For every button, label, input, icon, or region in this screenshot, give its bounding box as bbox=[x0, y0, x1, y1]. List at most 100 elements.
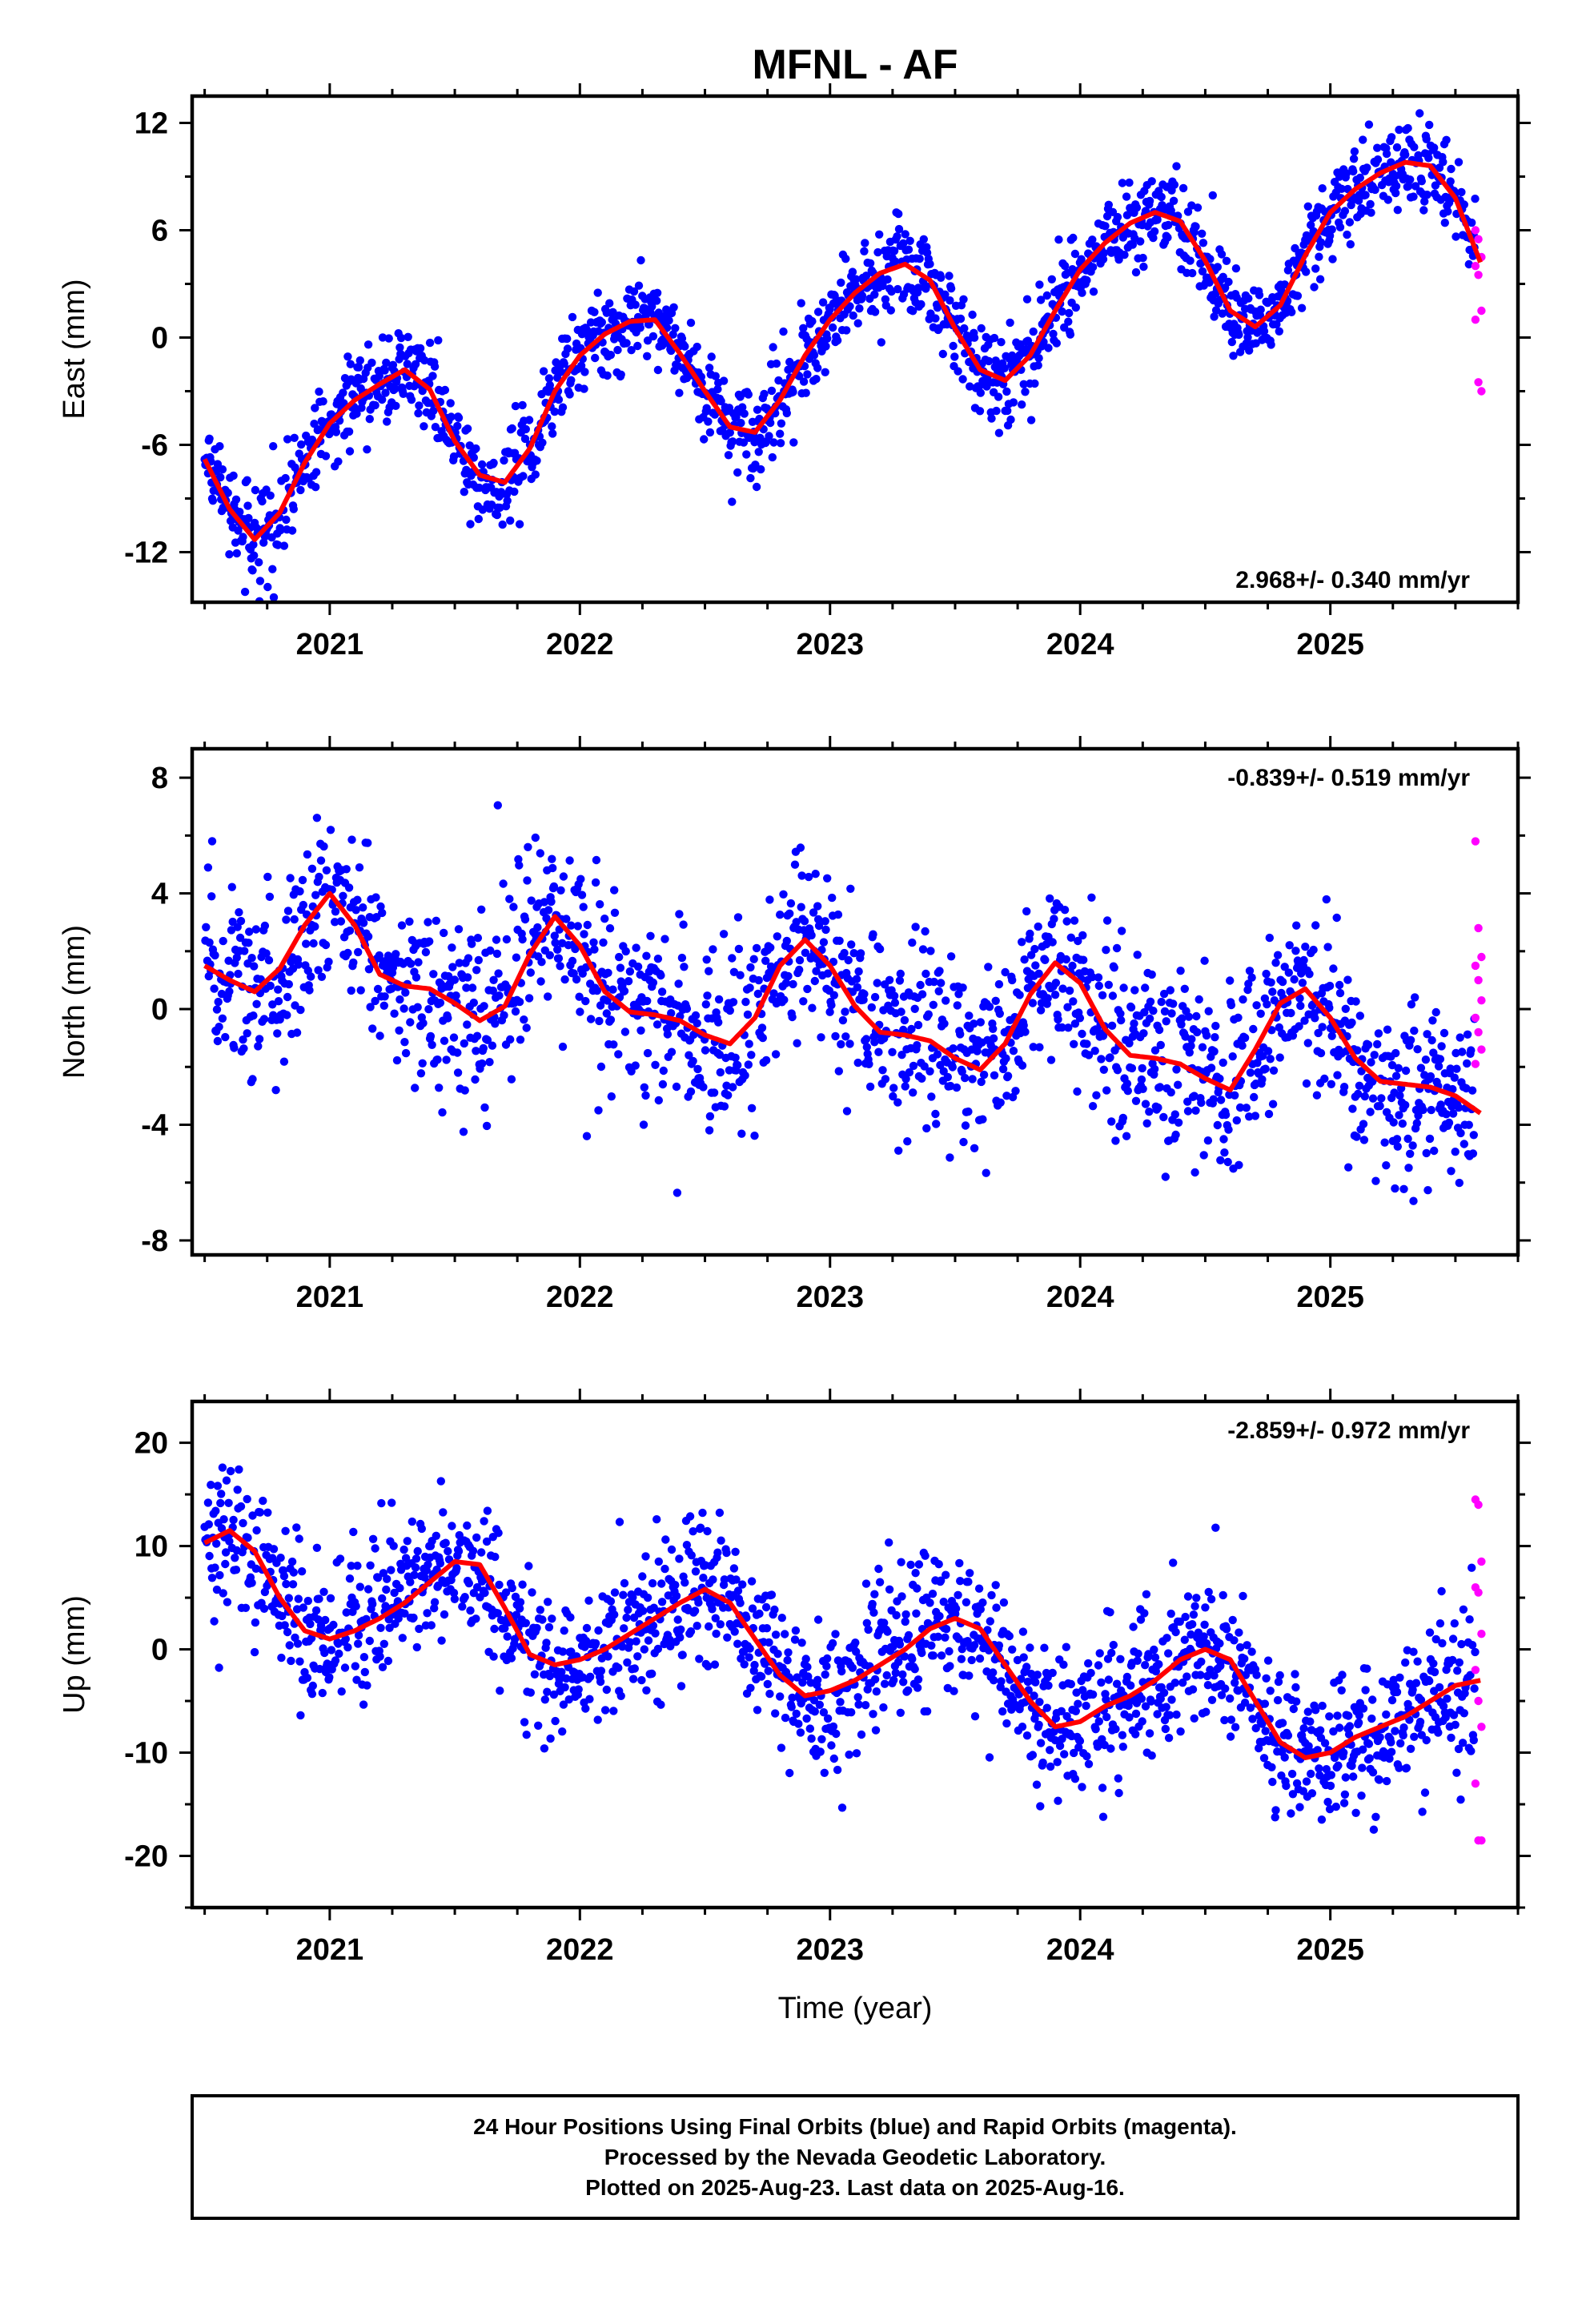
final-point bbox=[1224, 277, 1233, 287]
final-point bbox=[941, 1633, 950, 1642]
final-point bbox=[500, 456, 508, 465]
final-point bbox=[411, 1084, 420, 1092]
final-point bbox=[1034, 969, 1043, 979]
final-point bbox=[752, 943, 761, 953]
final-point bbox=[1185, 1048, 1195, 1057]
final-point bbox=[1170, 1110, 1180, 1119]
final-point bbox=[1029, 1043, 1038, 1051]
final-point bbox=[1183, 1107, 1193, 1116]
final-point bbox=[1366, 199, 1375, 209]
final-point bbox=[1175, 1617, 1185, 1626]
final-point bbox=[278, 1611, 287, 1621]
final-point bbox=[671, 324, 680, 332]
final-point bbox=[940, 1019, 949, 1028]
final-point bbox=[1273, 951, 1283, 959]
final-point bbox=[1266, 1055, 1275, 1063]
final-point bbox=[912, 1609, 921, 1618]
final-point bbox=[1050, 991, 1060, 999]
final-point bbox=[1044, 344, 1053, 352]
final-point bbox=[1068, 961, 1077, 971]
final-point bbox=[252, 999, 261, 1009]
final-point bbox=[825, 1007, 834, 1016]
final-point bbox=[593, 288, 602, 297]
final-point bbox=[501, 1588, 511, 1597]
final-point bbox=[507, 1654, 516, 1663]
final-point bbox=[1102, 1086, 1111, 1095]
final-point bbox=[1264, 1109, 1274, 1119]
final-point bbox=[1342, 169, 1351, 178]
final-point bbox=[319, 842, 328, 851]
final-point bbox=[708, 1605, 717, 1614]
final-point bbox=[305, 986, 314, 995]
final-point bbox=[724, 1091, 733, 1100]
final-point bbox=[1391, 1184, 1399, 1193]
final-point bbox=[896, 969, 905, 979]
final-point bbox=[911, 923, 920, 931]
final-point bbox=[1464, 259, 1474, 269]
final-point bbox=[1161, 1172, 1170, 1181]
final-point bbox=[1107, 1117, 1116, 1126]
final-point bbox=[814, 921, 824, 931]
final-point bbox=[889, 1675, 898, 1685]
final-point bbox=[1018, 938, 1026, 947]
final-point bbox=[675, 1554, 684, 1563]
final-point bbox=[1162, 1634, 1171, 1642]
final-point bbox=[527, 896, 536, 905]
final-point bbox=[687, 1551, 696, 1560]
final-point bbox=[870, 1675, 880, 1684]
final-point bbox=[203, 1498, 213, 1507]
final-point bbox=[835, 936, 844, 946]
final-point bbox=[1291, 947, 1300, 955]
final-point bbox=[1275, 327, 1284, 336]
final-point bbox=[1009, 398, 1018, 407]
final-point bbox=[1231, 264, 1241, 273]
final-point bbox=[1401, 1100, 1410, 1110]
final-point bbox=[907, 1024, 916, 1034]
final-point bbox=[777, 1743, 786, 1752]
final-point bbox=[550, 407, 559, 416]
final-point bbox=[315, 1594, 323, 1603]
final-point bbox=[896, 1708, 905, 1717]
final-point bbox=[250, 962, 259, 971]
final-point bbox=[1034, 1720, 1043, 1729]
final-point bbox=[334, 457, 343, 466]
final-point bbox=[934, 1632, 943, 1641]
final-point bbox=[906, 1560, 915, 1570]
final-point bbox=[469, 998, 478, 1007]
final-point bbox=[311, 922, 319, 931]
final-point bbox=[801, 948, 810, 958]
final-point bbox=[1189, 1610, 1199, 1619]
final-point bbox=[652, 1515, 661, 1524]
final-point bbox=[1243, 333, 1252, 342]
final-point bbox=[1340, 207, 1350, 215]
final-point bbox=[682, 1541, 692, 1550]
final-point bbox=[363, 445, 371, 454]
final-point bbox=[632, 1637, 640, 1646]
final-point bbox=[954, 990, 963, 999]
final-point bbox=[1070, 1775, 1080, 1783]
final-point bbox=[1102, 946, 1110, 955]
final-point bbox=[556, 962, 564, 971]
final-point bbox=[424, 1005, 433, 1014]
final-point bbox=[700, 435, 709, 444]
final-point bbox=[215, 1570, 224, 1580]
final-point bbox=[917, 300, 926, 309]
final-point bbox=[1296, 1001, 1305, 1011]
final-point bbox=[472, 444, 480, 453]
final-point bbox=[1245, 1112, 1254, 1121]
final-point bbox=[720, 1102, 729, 1111]
final-point bbox=[1180, 984, 1190, 994]
final-point bbox=[841, 1007, 849, 1016]
final-point bbox=[710, 410, 720, 419]
final-point bbox=[1100, 1740, 1109, 1750]
final-point bbox=[442, 1055, 451, 1064]
final-point bbox=[1118, 179, 1127, 187]
final-point bbox=[375, 372, 383, 380]
final-point bbox=[926, 1067, 934, 1076]
final-point bbox=[449, 1033, 459, 1042]
final-point bbox=[1116, 1655, 1125, 1663]
final-point bbox=[544, 1622, 554, 1632]
final-orbit-points bbox=[201, 801, 1479, 1205]
final-point bbox=[914, 1560, 924, 1569]
